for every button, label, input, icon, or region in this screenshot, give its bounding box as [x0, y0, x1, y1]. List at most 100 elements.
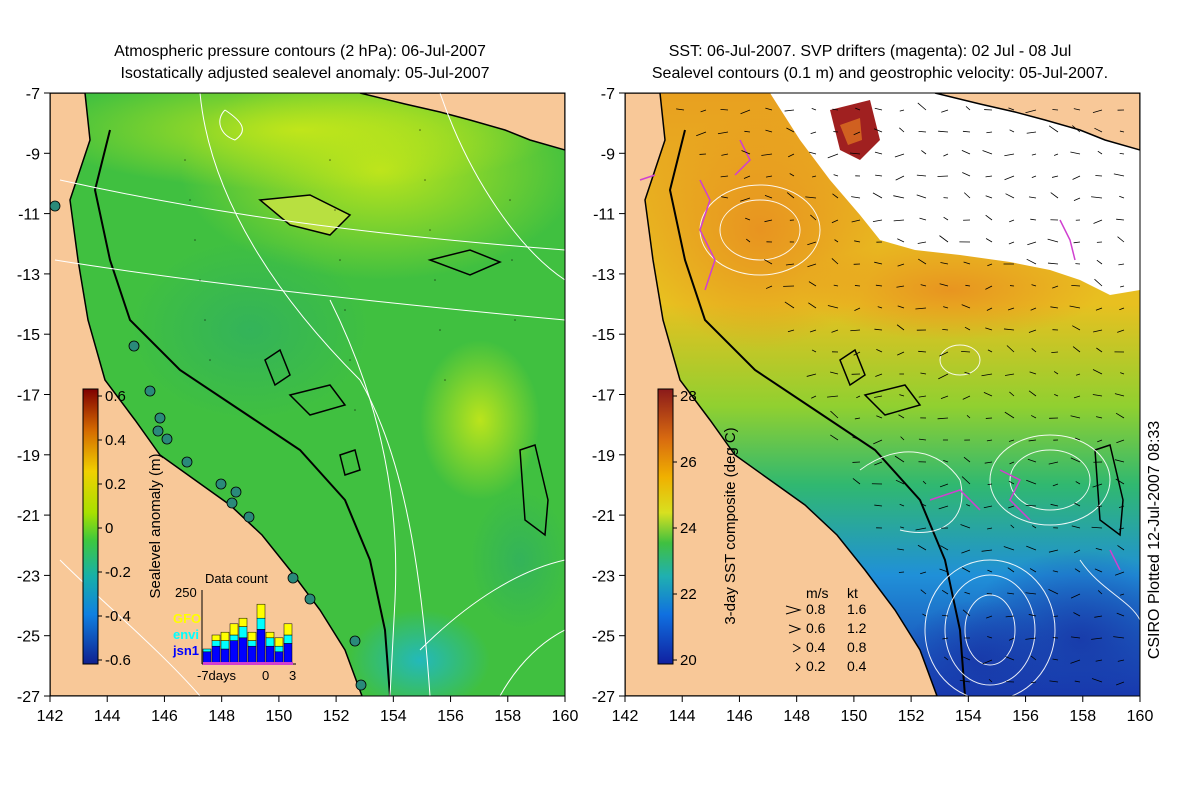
data-count-baseline — [203, 662, 293, 665]
bar-gfo — [239, 618, 247, 626]
left-colorbar-label: Sealevel anomaly (m) — [147, 453, 164, 598]
colorbar-tick-label: -0.6 — [105, 652, 131, 669]
y-tick-label: -7 — [601, 86, 615, 103]
bar-envi — [248, 641, 256, 647]
y-tick-label: -21 — [17, 508, 40, 525]
x-tick-label: 156 — [437, 708, 464, 725]
y-tick-label: -23 — [592, 568, 615, 585]
station-marker — [129, 341, 139, 351]
colorbar-tick-label: -0.2 — [105, 564, 131, 581]
velocity-legend-kt: 0.4 — [847, 658, 867, 674]
left-title-line1: Atmospheric pressure contours (2 hPa): 0… — [114, 43, 486, 60]
velocity-legend-ms: 0.2 — [806, 658, 826, 674]
x-tick-label: 152 — [323, 708, 350, 725]
colorbar-tick-label: 22 — [680, 586, 697, 603]
station-marker — [50, 201, 60, 211]
bar-jsn1 — [275, 652, 283, 663]
colorbar-tick-label: 0.6 — [105, 388, 126, 405]
right-title-line1: SST: 06-Jul-2007. SVP drifters (magenta)… — [669, 43, 1072, 60]
credit-text: CSIRO Plotted 12-Jul-2007 08:33 — [1146, 421, 1163, 659]
y-tick-label: -27 — [592, 689, 615, 706]
y-tick-label: -23 — [17, 568, 40, 585]
x-tick-label: 146 — [726, 708, 753, 725]
y-tick-label: -15 — [17, 327, 40, 344]
bar-jsn1 — [257, 629, 265, 663]
data-count-xlabel-start: -7days — [197, 668, 237, 683]
y-tick-label: -27 — [17, 689, 40, 706]
right-colorbar-bar — [658, 389, 673, 664]
y-tick-label: -13 — [592, 267, 615, 284]
bar-gfo — [230, 624, 238, 635]
x-tick-label: 148 — [208, 708, 235, 725]
velocity-legend-kt: 1.2 — [847, 620, 867, 636]
bar-envi — [230, 635, 238, 641]
x-tick-label: 142 — [612, 708, 639, 725]
y-tick-label: -19 — [592, 448, 615, 465]
y-tick-label: -9 — [601, 146, 615, 163]
colorbar-tick-label: 28 — [680, 388, 697, 405]
bar-gfo — [248, 632, 256, 640]
x-tick-label: 154 — [380, 708, 407, 725]
bar-jsn1 — [239, 638, 247, 663]
velocity-legend-kt: 1.6 — [847, 601, 867, 617]
bar-envi — [266, 638, 274, 646]
bar-jsn1 — [203, 652, 211, 663]
bar-envi — [221, 641, 229, 649]
velocity-legend-kt-header: kt — [847, 585, 858, 601]
bar-envi — [212, 641, 220, 647]
bar-gfo — [275, 638, 283, 646]
data-count-title: Data count — [205, 571, 268, 586]
y-tick-label: -17 — [592, 388, 615, 405]
x-tick-label: 152 — [898, 708, 925, 725]
y-tick-label: -25 — [17, 629, 40, 646]
bar-gfo — [266, 632, 274, 638]
station-marker — [162, 434, 172, 444]
station-marker — [350, 636, 360, 646]
left-colorbar-bar — [83, 389, 98, 664]
y-tick-label: -11 — [593, 207, 615, 224]
y-tick-label: -15 — [592, 327, 615, 344]
x-tick-label: 150 — [841, 708, 868, 725]
bar-envi — [284, 635, 292, 643]
bar-gfo — [257, 604, 265, 618]
station-marker — [244, 512, 254, 522]
bar-jsn1 — [221, 649, 229, 663]
velocity-arrow — [1095, 175, 1102, 176]
right-colorbar-label: 3-day SST composite (deg C) — [722, 427, 739, 624]
x-tick-label: 160 — [552, 708, 579, 725]
x-tick-label: 158 — [494, 708, 521, 725]
legend-jsn1: jsn1 — [172, 643, 199, 658]
velocity-arrow — [899, 572, 904, 573]
bar-envi — [275, 646, 283, 652]
data-count-xlabel-zero: 0 — [262, 668, 269, 683]
right-map — [625, 93, 1200, 730]
x-tick-label: 148 — [783, 708, 810, 725]
bar-gfo — [284, 624, 292, 635]
y-tick-label: -7 — [26, 86, 40, 103]
velocity-legend-ms-header: m/s — [806, 585, 829, 601]
bar-envi — [257, 618, 265, 629]
velocity-legend-ms: 0.8 — [806, 601, 826, 617]
colorbar-tick-label: 24 — [680, 520, 697, 537]
station-marker — [182, 457, 192, 467]
right-title-line2: Sealevel contours (0.1 m) and geostrophi… — [652, 65, 1108, 82]
bar-jsn1 — [266, 646, 274, 663]
station-marker — [231, 487, 241, 497]
station-marker — [356, 680, 366, 690]
data-count-max: 250 — [175, 585, 197, 600]
y-tick-label: -9 — [26, 146, 40, 163]
bar-jsn1 — [212, 646, 220, 663]
bar-envi — [239, 627, 247, 638]
right-y-axis: -7-9-11-13-15-17-19-21-23-25-27 — [592, 86, 625, 706]
y-tick-label: -11 — [18, 207, 40, 224]
left-panel: Atmospheric pressure contours (2 hPa): 0… — [17, 43, 580, 725]
velocity-arrow — [1097, 506, 1102, 507]
station-marker — [216, 479, 226, 489]
station-marker — [227, 498, 237, 508]
x-tick-label: 160 — [1127, 708, 1154, 725]
colorbar-tick-label: 0.2 — [105, 476, 126, 493]
left-title-line2: Isostatically adjusted sealevel anomaly:… — [120, 65, 489, 82]
x-tick-label: 154 — [955, 708, 982, 725]
y-tick-label: -25 — [592, 629, 615, 646]
